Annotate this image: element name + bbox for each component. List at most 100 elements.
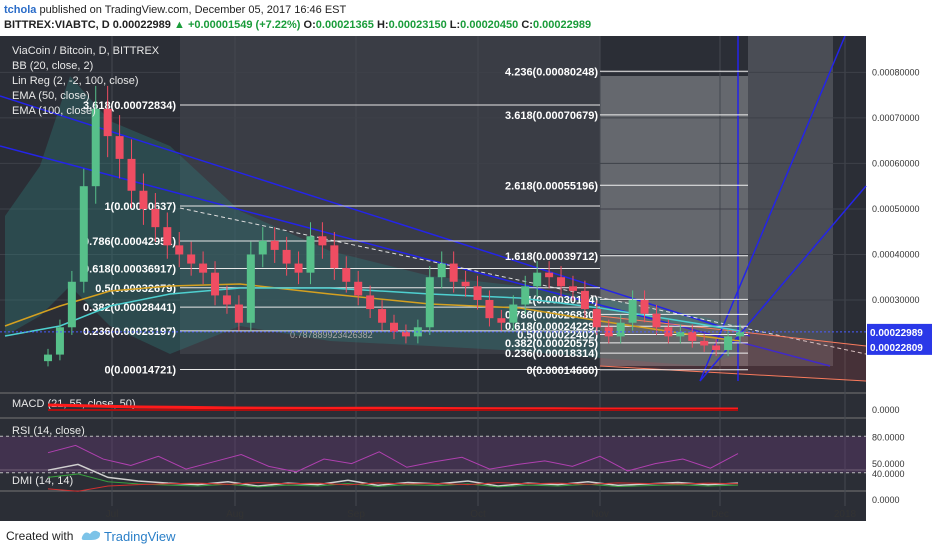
candle — [211, 261, 220, 306]
candle — [592, 300, 601, 335]
close-value: 0.00022989 — [532, 19, 592, 31]
candle — [509, 295, 518, 331]
candle-body — [580, 290, 589, 310]
candle-body — [437, 263, 446, 278]
secondary-price-tag — [867, 338, 932, 355]
candle-body — [473, 286, 482, 300]
dmi-y-tick: 0.0000 — [872, 495, 900, 505]
candle-body — [306, 236, 315, 273]
candle — [342, 256, 351, 293]
secondary-price-label: 0.00022809 — [870, 343, 923, 354]
fib-label-left: 0.618(0.00036917) — [83, 263, 176, 275]
dmi-plus-line — [47, 473, 739, 488]
last-price-label: 0.00022989 — [870, 328, 923, 339]
fib-label-right: 0.618(0.00024229) — [505, 321, 598, 333]
x-tick-label: Dec — [711, 509, 729, 520]
candle-body — [187, 254, 196, 264]
publish-text: published on TradingView.com, December 0… — [39, 4, 347, 16]
candle-body — [234, 304, 243, 323]
candle-body — [115, 136, 124, 159]
tradingview-logo-icon — [81, 530, 101, 540]
candle — [103, 85, 112, 158]
candle — [258, 227, 267, 268]
candle — [246, 241, 255, 331]
candle — [306, 222, 315, 285]
l-label: L: — [449, 19, 461, 31]
rsi-line — [47, 444, 739, 473]
linreg-midline — [179, 207, 867, 355]
fib-zone-right — [600, 76, 748, 366]
candle — [724, 329, 733, 357]
candle-body — [652, 313, 661, 328]
chart-area[interactable]: Jul Aug Sep Oct Nov Dec 2018 0.00080000 0.000700… — [0, 36, 932, 521]
candle-body — [103, 108, 112, 137]
legend-title: ViaCoin / Bitcoin, D, BITTREX — [12, 45, 160, 57]
candle-body — [151, 208, 160, 228]
candle — [139, 173, 148, 225]
candle-body — [378, 309, 387, 323]
c-label: C: — [521, 19, 533, 31]
candle — [473, 275, 482, 310]
fib-label-left: 0(0.00014721) — [104, 365, 176, 377]
candle-body — [592, 309, 601, 328]
candle — [628, 290, 637, 331]
low-value: 0.00020450 — [460, 19, 519, 31]
price-axis-background — [866, 36, 932, 521]
candle — [652, 305, 661, 335]
candle — [736, 324, 744, 344]
macd-y-tick: 0.0000 — [872, 405, 900, 415]
candle-body — [366, 295, 375, 310]
candle — [222, 285, 231, 314]
candle-body — [700, 340, 709, 346]
candle-body — [521, 286, 530, 305]
candle-body — [390, 322, 398, 332]
dmi-minus-line — [47, 482, 739, 492]
candle-body — [736, 331, 744, 337]
candle-body — [533, 272, 542, 287]
fib-label-left: 0.382(0.00028441) — [83, 302, 176, 314]
fib-label-left: 0.786(0.00042951) — [83, 236, 176, 248]
candle-body — [497, 318, 506, 323]
symbol: BITTREX:VIABTC, D — [4, 19, 110, 31]
author-link[interactable]: tchola — [4, 4, 37, 16]
linreg-lower — [599, 365, 867, 382]
candle — [175, 231, 184, 268]
tradingview-brand[interactable]: TradingView — [104, 529, 176, 544]
h-label: H: — [376, 19, 389, 31]
rsi-y-tick: 40.0000 — [872, 469, 905, 479]
open-value: 0.00021365 — [315, 19, 374, 31]
last-price-tag — [867, 323, 932, 340]
candle-body — [557, 277, 566, 287]
candle-body — [67, 281, 76, 328]
candle-body — [258, 240, 267, 255]
candle — [700, 334, 709, 352]
candle-body — [676, 331, 685, 337]
symbol-line: BITTREX:VIABTC, D 0.00022989 ▲ +0.000015… — [4, 19, 591, 31]
projection-zone — [748, 36, 833, 366]
candle-body — [425, 277, 434, 328]
candle — [390, 314, 398, 340]
candle — [485, 290, 494, 327]
x-tick-label: Jul — [106, 509, 119, 520]
candle — [712, 339, 721, 357]
candle-body — [91, 108, 100, 187]
fib-label-right: 3.618(0.00070679) — [505, 110, 598, 122]
y-tick-label: 0.00050000 — [872, 204, 920, 214]
candle — [449, 251, 458, 293]
y-tick-label: 0.00060000 — [872, 158, 920, 168]
candle — [366, 285, 375, 318]
candle-body — [79, 186, 88, 282]
fib-label-right: 0.382(0.00020575) — [505, 338, 598, 350]
candle-body — [44, 354, 52, 362]
y-tick-label: 0.00040000 — [872, 249, 920, 259]
fan-line-1 — [699, 36, 846, 382]
created-with: Created with — [6, 529, 74, 543]
candle — [640, 290, 649, 323]
candle — [676, 324, 685, 344]
candle — [294, 251, 303, 285]
candle-body — [724, 336, 733, 351]
candle — [44, 348, 52, 367]
last-price: 0.00022989 — [112, 19, 171, 31]
candle — [545, 261, 554, 289]
candle-body — [282, 249, 291, 264]
